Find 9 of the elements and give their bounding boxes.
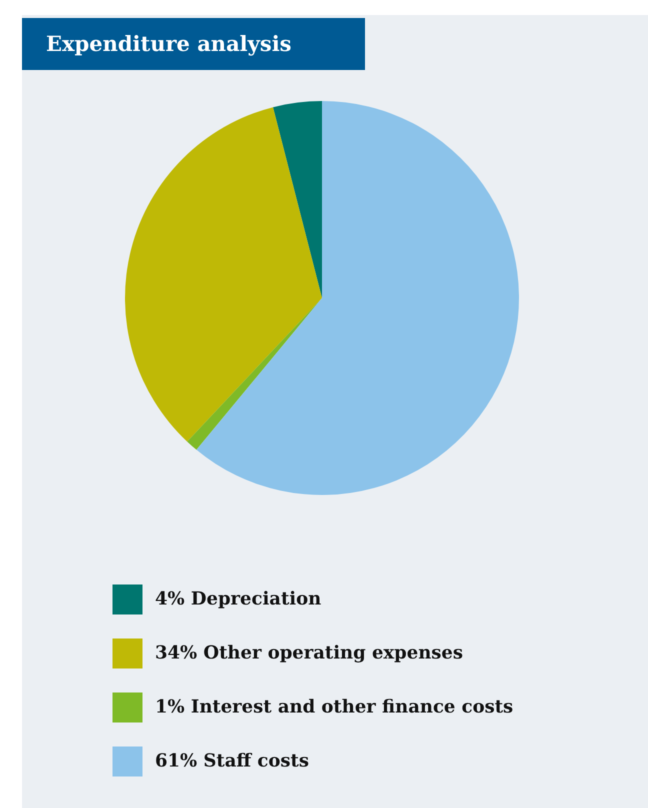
legend-label: 61% Staff costs xyxy=(155,750,309,772)
legend-label: 4% Depreciation xyxy=(155,588,322,610)
pie-slice xyxy=(125,107,322,442)
legend-label: 1% Interest and other finance costs xyxy=(155,696,514,718)
pie-slice xyxy=(196,101,519,495)
legend-label: 34% Other operating expenses xyxy=(155,642,464,664)
pie-slice xyxy=(187,298,322,450)
pie-slice xyxy=(273,101,322,298)
chart-title: Expenditure analysis xyxy=(22,18,365,70)
